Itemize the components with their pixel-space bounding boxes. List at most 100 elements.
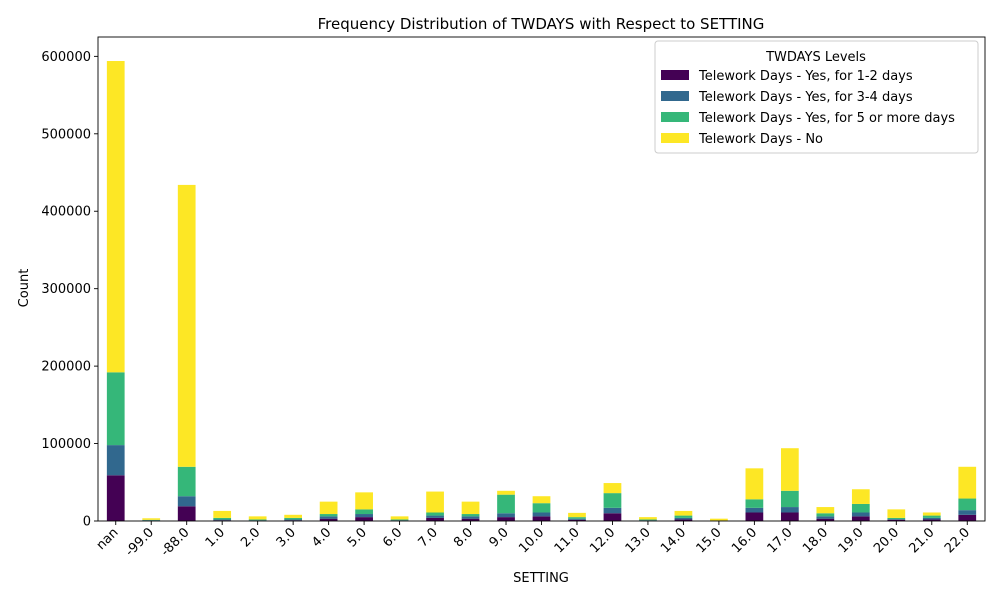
bar-segment xyxy=(178,506,196,521)
x-tick-label: 2.0 xyxy=(238,525,263,550)
legend-swatch xyxy=(661,112,689,122)
bar-segment xyxy=(781,507,799,512)
x-tick-label: nan xyxy=(94,525,122,553)
bar-segment xyxy=(426,518,444,521)
bar-segment xyxy=(355,517,373,521)
bar-segment xyxy=(426,516,444,518)
chart-title: Frequency Distribution of TWDAYS with Re… xyxy=(318,15,765,33)
bar-segment xyxy=(746,468,764,499)
bar-segment xyxy=(746,508,764,513)
legend-swatch xyxy=(661,91,689,101)
x-tick-label: 13.0 xyxy=(623,525,654,556)
x-tick-label: 18.0 xyxy=(800,525,831,556)
bar-segment xyxy=(497,491,515,495)
legend-swatch xyxy=(661,133,689,143)
y-tick-label: 300000 xyxy=(41,282,91,297)
y-tick-label: 400000 xyxy=(41,205,91,220)
bar-segment xyxy=(213,519,231,520)
legend-title: TWDAYS Levels xyxy=(765,50,866,65)
bar-segment xyxy=(533,503,551,512)
bar-segment xyxy=(604,493,622,508)
bar-segment xyxy=(107,372,125,445)
bar-segment xyxy=(923,518,941,520)
x-tick-label: 5.0 xyxy=(345,525,370,550)
bar-segment xyxy=(391,516,409,519)
y-tick-label: 200000 xyxy=(41,360,91,375)
y-tick-label: 100000 xyxy=(41,437,91,452)
bar-segment xyxy=(816,507,834,513)
bar-segment xyxy=(675,518,693,520)
bar-segment xyxy=(639,519,657,520)
bar-segment xyxy=(923,512,941,515)
bar-segment xyxy=(781,491,799,507)
bar-segment xyxy=(604,513,622,521)
bar-segment xyxy=(852,516,870,521)
x-tick-label: 19.0 xyxy=(836,525,867,556)
bar-segment xyxy=(355,509,373,514)
x-tick-label: 22.0 xyxy=(942,525,973,556)
bar-segment xyxy=(533,516,551,521)
y-tick-label: 600000 xyxy=(41,50,91,65)
x-tick-label: 10.0 xyxy=(516,525,547,556)
y-tick-label: 500000 xyxy=(41,127,91,142)
bar-segment xyxy=(781,448,799,491)
bar-segment xyxy=(320,514,338,516)
bar-segment xyxy=(816,513,834,516)
bar-segment xyxy=(923,516,941,518)
bar-segment xyxy=(213,518,231,520)
legend-label: Telework Days - Yes, for 3-4 days xyxy=(698,90,913,105)
legend-label: Telework Days - No xyxy=(698,132,823,147)
legend-label: Telework Days - Yes, for 1-2 days xyxy=(698,69,913,84)
bar-segment xyxy=(533,496,551,503)
x-tick-label: 11.0 xyxy=(552,525,583,556)
bar-segment xyxy=(958,499,976,511)
bar-segment xyxy=(462,516,480,518)
x-tick-label: 15.0 xyxy=(694,525,725,556)
bar-segment xyxy=(746,499,764,508)
x-tick-label: 17.0 xyxy=(765,525,796,556)
x-tick-label: 6.0 xyxy=(380,525,405,550)
bar-segment xyxy=(497,513,515,517)
x-tick-label: 8.0 xyxy=(451,525,476,550)
x-tick-label: 3.0 xyxy=(274,525,299,550)
bar-segment xyxy=(249,516,267,519)
bar-segment xyxy=(675,516,693,518)
x-tick-label: 14.0 xyxy=(658,525,689,556)
bar-segment xyxy=(320,516,338,518)
legend-label: Telework Days - Yes, for 5 or more days xyxy=(698,111,955,126)
bar-segment xyxy=(781,512,799,521)
x-tick-label: -88.0 xyxy=(158,525,192,559)
bar-segment xyxy=(178,185,196,467)
bar-segment xyxy=(107,61,125,372)
legend: TWDAYS Levels Telework Days - Yes, for 1… xyxy=(655,41,978,153)
bar-segment xyxy=(178,467,196,496)
bar-segment xyxy=(497,495,515,514)
x-tick-label: 9.0 xyxy=(487,525,512,550)
bar-segment xyxy=(107,475,125,521)
bar-segment xyxy=(568,519,586,520)
legend-swatch xyxy=(661,70,689,80)
bar-segment xyxy=(426,492,444,513)
bar-segment xyxy=(887,518,905,519)
bar-segment xyxy=(284,519,302,520)
bar-segment xyxy=(249,519,267,520)
bar-segment xyxy=(887,519,905,520)
bar-segment xyxy=(852,504,870,513)
bar-segment xyxy=(107,445,125,475)
bar-segment xyxy=(284,515,302,518)
bar-segment xyxy=(142,518,160,520)
bar-segment xyxy=(958,510,976,515)
bar-segment xyxy=(355,514,373,517)
bar-segment xyxy=(462,502,480,514)
bar-segment xyxy=(533,512,551,516)
bar-segment xyxy=(852,512,870,516)
bar-segment xyxy=(746,512,764,521)
bar-segment xyxy=(710,519,728,521)
bar-segment xyxy=(887,509,905,518)
x-tick-label: 21.0 xyxy=(907,525,938,556)
bar-segment xyxy=(426,512,444,515)
bar-segment xyxy=(852,489,870,504)
bar-segment xyxy=(568,513,586,517)
